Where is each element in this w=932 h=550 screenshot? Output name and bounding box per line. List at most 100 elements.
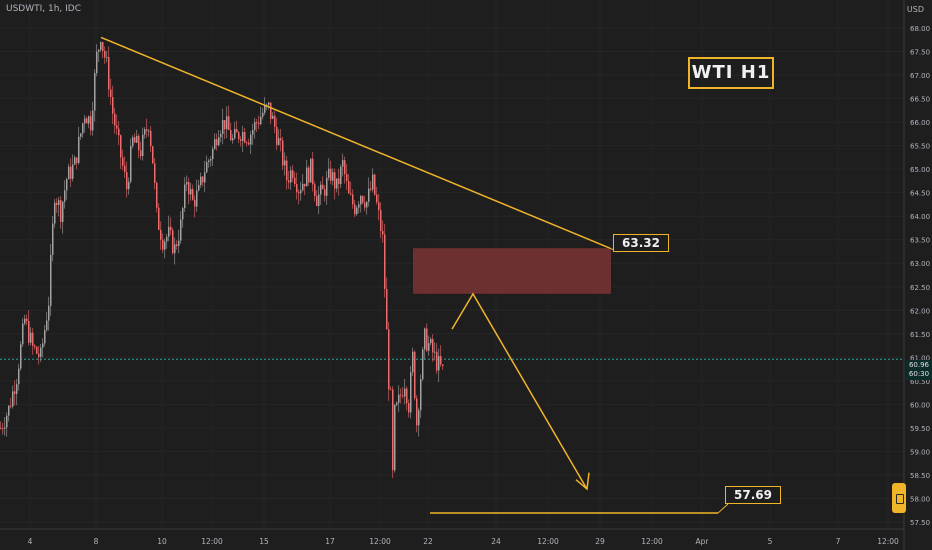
candle-body xyxy=(322,184,324,190)
candle-body xyxy=(114,113,116,126)
time-tick-label: 12:00 xyxy=(537,537,559,546)
candle-body xyxy=(24,318,26,324)
candle-body xyxy=(110,89,112,98)
supply-zone[interactable] xyxy=(413,248,611,294)
candle-body xyxy=(106,57,108,58)
candle-body xyxy=(276,126,278,145)
candle-body xyxy=(334,172,336,189)
candle-body xyxy=(376,194,378,203)
price-tick-label: 64.00 xyxy=(910,213,930,221)
price-tick-label: 62.00 xyxy=(910,307,930,315)
candle-body xyxy=(180,219,182,241)
candle-body xyxy=(232,138,234,141)
price-tick-label: 62.50 xyxy=(910,284,930,292)
candle-body xyxy=(126,172,128,190)
timeframe-badge: WTI H1 xyxy=(688,57,774,89)
candle-body xyxy=(302,183,304,191)
projection-path[interactable] xyxy=(451,292,588,490)
alert-icon[interactable] xyxy=(892,483,906,513)
candle-body xyxy=(436,351,438,371)
candle-body xyxy=(54,202,56,224)
candle-body xyxy=(210,159,212,161)
candle-body xyxy=(158,207,160,230)
candle-body xyxy=(102,42,104,51)
candle-body xyxy=(146,129,148,131)
descending-trendline[interactable] xyxy=(100,36,611,249)
candle-body xyxy=(44,330,46,344)
candle-body xyxy=(0,427,2,429)
currency-label: USD xyxy=(906,5,924,14)
candle-body xyxy=(204,172,206,183)
candle-body xyxy=(268,102,270,105)
candle-body xyxy=(78,136,80,163)
candle-body xyxy=(28,320,30,343)
candle-body xyxy=(418,410,420,426)
candle-body xyxy=(50,254,52,306)
candle-body xyxy=(86,118,88,124)
candle-body xyxy=(412,351,414,373)
callout-target-price[interactable]: 57.69 xyxy=(725,486,781,504)
candle-body xyxy=(84,118,86,124)
candle-body xyxy=(332,172,334,181)
candle-body xyxy=(350,193,352,195)
candle-body xyxy=(326,177,328,196)
candle-body xyxy=(108,57,110,90)
candle-body xyxy=(266,104,268,106)
candle-body xyxy=(372,174,374,190)
candle-body xyxy=(168,226,170,237)
candle-body xyxy=(218,137,220,146)
candle-body xyxy=(72,164,74,179)
candle-body xyxy=(12,391,14,407)
price-tick-label: 66.00 xyxy=(910,119,930,127)
time-tick-label: 22 xyxy=(423,537,433,546)
candle-body xyxy=(306,167,308,187)
price-tick-label: 61.00 xyxy=(910,354,930,362)
candle-body xyxy=(402,395,404,397)
candle-body xyxy=(298,192,300,194)
candle-body xyxy=(442,364,444,367)
candle-body xyxy=(30,332,32,343)
price-tick-label: 67.50 xyxy=(910,49,930,57)
price-tick-label: 63.50 xyxy=(910,237,930,245)
price-tick-label: 65.50 xyxy=(910,143,930,151)
price-tick-label: 58.50 xyxy=(910,472,930,480)
candle-body xyxy=(396,402,398,405)
price-tick-label: 60.00 xyxy=(910,401,930,409)
time-tick-label: 12:00 xyxy=(641,537,663,546)
candle-body xyxy=(26,318,28,321)
candle-body xyxy=(16,384,18,394)
candle-body xyxy=(328,168,330,178)
candle-body xyxy=(374,174,376,195)
candle-body xyxy=(380,210,382,232)
candle-body xyxy=(404,388,406,397)
candle-body xyxy=(348,181,350,194)
candle-body xyxy=(170,226,172,231)
candle-body xyxy=(186,182,188,185)
time-tick-label: 8 xyxy=(94,537,99,546)
symbol-label[interactable]: USDWTI, 1h, IDC xyxy=(6,4,82,14)
time-tick-label: 4 xyxy=(28,537,33,546)
candle-body xyxy=(420,379,422,411)
candle-body xyxy=(152,146,154,164)
candle-body xyxy=(428,343,430,351)
candle-body xyxy=(18,368,20,385)
time-tick-label: Apr xyxy=(696,537,710,546)
candle-body xyxy=(238,132,240,140)
candle-body xyxy=(324,189,326,196)
candle-body xyxy=(254,121,256,130)
candle-body xyxy=(228,116,230,131)
candle-body xyxy=(20,344,22,369)
candle-body xyxy=(274,115,276,127)
candle-body xyxy=(394,404,396,471)
candle-body xyxy=(92,110,94,131)
candle-body xyxy=(124,165,126,173)
callout-upper-price[interactable]: 63.32 xyxy=(613,234,669,252)
candle-body xyxy=(60,200,62,222)
candlestick-series xyxy=(0,41,444,479)
candle-body xyxy=(424,328,426,350)
candle-body xyxy=(242,131,244,141)
candle-body xyxy=(352,194,354,205)
candle-body xyxy=(64,190,66,202)
time-tick-label: 10 xyxy=(157,537,167,546)
